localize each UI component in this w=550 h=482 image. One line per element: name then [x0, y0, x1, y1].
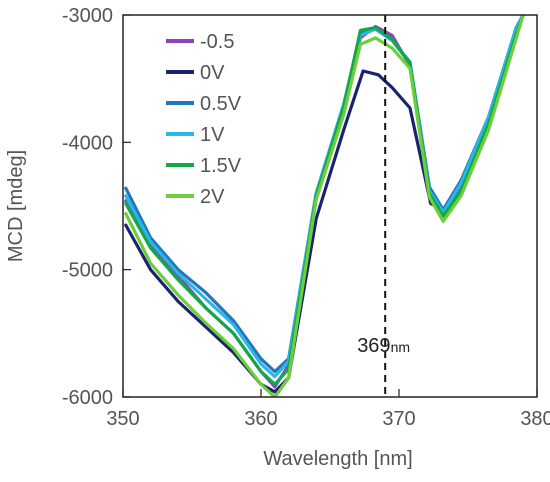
series-line-5	[124, 15, 525, 397]
y-axis-label: MCD [mdeg]	[5, 150, 27, 262]
x-tick-label: 350	[106, 408, 139, 430]
annotation-label: 369nm	[357, 335, 410, 357]
x-tick-label: 360	[244, 408, 277, 430]
y-tick-label: -4000	[62, 132, 113, 154]
legend-label-1: 0V	[200, 62, 225, 84]
annotation-value: 369	[357, 335, 390, 357]
plot-frame	[122, 14, 538, 398]
legend: -0.5 0V 0.5V 1V 1.5V 2V	[166, 31, 242, 208]
y-tick-label: -6000	[62, 387, 113, 409]
x-tick-label: 370	[382, 408, 415, 430]
series-layer	[124, 15, 525, 397]
legend-label-5: 2V	[200, 186, 225, 208]
legend-label-0: -0.5	[200, 31, 234, 53]
annotation-unit: nm	[391, 339, 410, 355]
legend-label-2: 0.5V	[200, 93, 242, 115]
legend-label-3: 1V	[200, 124, 225, 146]
x-axis-label: Wavelength [nm]	[263, 448, 412, 470]
y-tick-label: -3000	[62, 5, 113, 27]
legend-label-4: 1.5V	[200, 155, 242, 177]
series-line-4	[124, 15, 525, 386]
y-tick-label: -5000	[62, 260, 113, 282]
x-tick-label: 380	[520, 408, 550, 430]
annotation-layer: 369nm	[357, 15, 410, 397]
